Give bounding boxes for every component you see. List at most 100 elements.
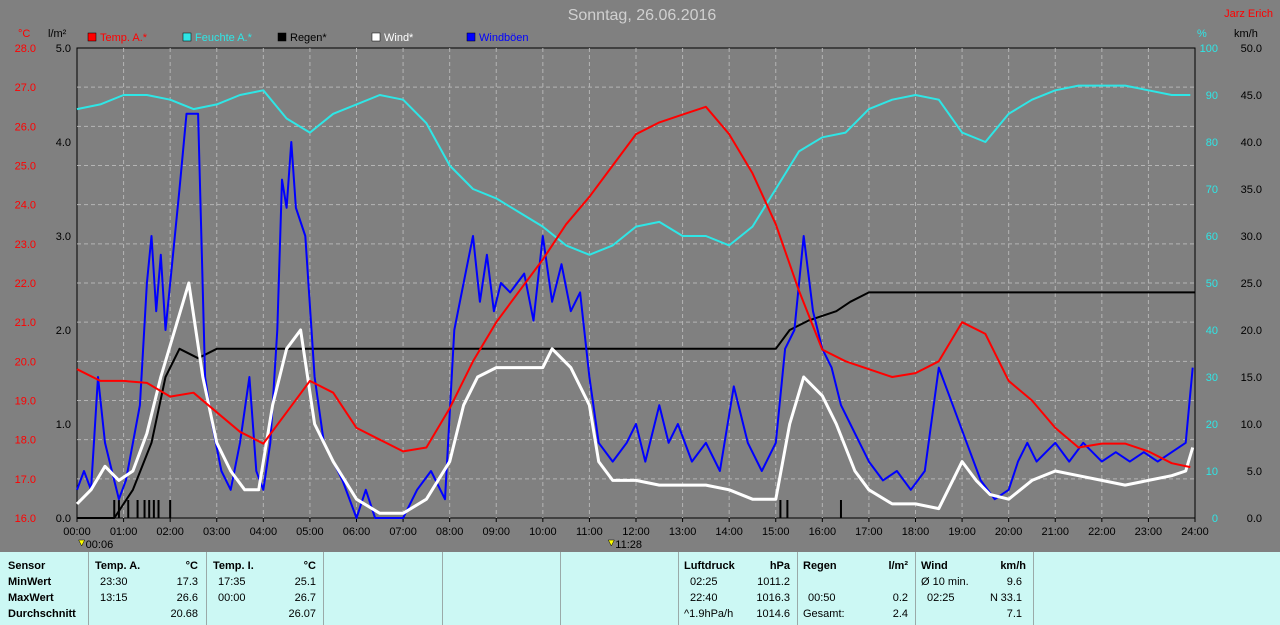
temp-tick-label: 21.0	[15, 317, 36, 329]
humidity-tick-label: 0	[1212, 513, 1218, 525]
rain-tick-label: 4.0	[56, 137, 71, 149]
temp-a-min-value: 17.3	[176, 576, 198, 588]
temp-a-max-time: 13:15	[100, 592, 128, 604]
pressure-min-value: 1011.2	[757, 576, 790, 588]
rain-total-label: Gesamt:	[803, 608, 845, 620]
temp-a-avg-value: 20.68	[170, 608, 198, 620]
humidity-tick-label: 80	[1206, 137, 1218, 149]
humidity-tick-label: 90	[1206, 90, 1218, 102]
x-tick-label: 19:00	[948, 526, 976, 538]
row-label-avg: Durchschnitt	[8, 608, 76, 620]
legend-label: Regen*	[290, 32, 327, 44]
temp-i-max-value: 26.7	[294, 592, 316, 604]
legend-label: Temp. A.*	[100, 32, 148, 44]
wind-tick-label: 10.0	[1241, 419, 1262, 431]
row-label-max: MaxWert	[8, 592, 54, 604]
time-marker-label: 00:06	[86, 539, 114, 551]
time-marker-icon	[78, 539, 86, 547]
wind-max-time: 02:25	[927, 592, 955, 604]
wind-header: Wind	[921, 560, 948, 572]
wind-tick-label: 25.0	[1241, 278, 1262, 290]
wind-day-avg-value: 7.1	[1006, 608, 1022, 620]
temp-tick-label: 25.0	[15, 161, 36, 173]
legend-swatch	[277, 32, 287, 42]
rain-tick-label: 5.0	[56, 43, 71, 55]
humidity-tick-label: 100	[1200, 43, 1218, 55]
x-tick-label: 04:00	[250, 526, 278, 538]
x-tick-label: 17:00	[855, 526, 883, 538]
sensor-label: Sensor	[8, 560, 46, 572]
wind-tick-label: 40.0	[1241, 137, 1262, 149]
x-tick-label: 21:00	[1041, 526, 1069, 538]
author-label: Jarz Erich	[1224, 8, 1273, 20]
temp-tick-label: 26.0	[15, 121, 36, 133]
wind-tick-label: 35.0	[1241, 184, 1262, 196]
temp-i-min-value: 25.1	[294, 576, 316, 588]
pressure-max-value: 1016.3	[756, 592, 790, 604]
humidity-tick-label: 20	[1206, 419, 1218, 431]
x-tick-label: 13:00	[669, 526, 697, 538]
temp-i-max-time: 00:00	[218, 592, 246, 604]
x-tick-label: 11:00	[576, 526, 603, 538]
x-tick-label: 07:00	[389, 526, 417, 538]
legend-swatch	[371, 32, 381, 42]
x-tick-label: 23:00	[1135, 526, 1163, 538]
x-tick-label: 00:00	[63, 526, 91, 538]
x-tick-label: 20:00	[995, 526, 1023, 538]
wind-avg-label: Ø 10 min.	[921, 576, 969, 588]
wind-tick-label: 20.0	[1241, 325, 1262, 337]
series-line-boeen	[76, 112, 1194, 519]
x-tick-label: 24:00	[1181, 526, 1209, 538]
x-tick-label: 05:00	[296, 526, 324, 538]
wind-tick-label: 50.0	[1241, 43, 1262, 55]
pressure-unit: hPa	[769, 560, 790, 572]
wind-avg-value: 9.6	[1006, 576, 1022, 588]
series-line-regen	[77, 291, 1195, 519]
legend-label: Feuchte A.*	[195, 32, 253, 44]
pressure-min-time: 02:25	[690, 576, 718, 588]
rain-tick-label: 3.0	[56, 231, 71, 243]
temp-tick-label: 28.0	[15, 43, 36, 55]
rain-axis-unit: l/m²	[48, 28, 67, 40]
temp-tick-label: 19.0	[15, 396, 36, 408]
wind-tick-label: 45.0	[1241, 90, 1262, 102]
humidity-tick-label: 10	[1206, 466, 1218, 478]
temp-axis-unit: °C	[18, 28, 30, 40]
humidity-tick-label: 30	[1206, 372, 1218, 384]
pressure-trend: ^1.9hPa/h	[684, 608, 734, 620]
temp-a-min-time: 23:30	[100, 576, 128, 588]
x-tick-label: 18:00	[902, 526, 930, 538]
x-tick-label: 08:00	[436, 526, 464, 538]
series-line-wind	[75, 281, 1195, 515]
series-line-feuchte	[76, 84, 1191, 256]
pressure-header: Luftdruck	[684, 560, 735, 572]
x-tick-label: 16:00	[809, 526, 837, 538]
x-tick-label: 01:00	[110, 526, 138, 538]
temp-a-unit: °C	[185, 560, 198, 572]
chart-title: Sonntag, 26.06.2016	[568, 7, 717, 24]
x-tick-label: 06:00	[343, 526, 371, 538]
temp-i-min-time: 17:35	[218, 576, 246, 588]
time-marker-icon	[607, 539, 615, 547]
rain-unit: l/m²	[888, 560, 908, 572]
x-tick-label: 09:00	[482, 526, 510, 538]
x-tick-label: 10:00	[529, 526, 557, 538]
rain-total-value: 2.4	[892, 608, 908, 620]
humidity-tick-label: 70	[1206, 184, 1218, 196]
legend-swatch	[87, 32, 97, 42]
wind-tick-label: 5.0	[1247, 466, 1262, 478]
temp-tick-label: 27.0	[15, 82, 36, 94]
legend-label: Wind*	[384, 32, 414, 44]
temp-tick-label: 23.0	[15, 239, 36, 251]
rain-header: Regen	[803, 560, 837, 572]
humidity-tick-label: 40	[1206, 325, 1218, 337]
temp-i-unit: °C	[303, 560, 316, 572]
rain-max-value: 0.2	[892, 592, 908, 604]
temp-tick-label: 17.0	[15, 474, 36, 486]
x-tick-label: 02:00	[156, 526, 184, 538]
weather-chart: 00:00 01:00 02:00 03:00 04:00 05:00 06:00 07:00…	[15, 7, 1273, 551]
temp-tick-label: 16.0	[15, 513, 36, 525]
wind-axis-unit: km/h	[1234, 28, 1258, 40]
x-tick-label: 15:00	[762, 526, 790, 538]
temp-i-header: Temp. I.	[213, 560, 254, 572]
